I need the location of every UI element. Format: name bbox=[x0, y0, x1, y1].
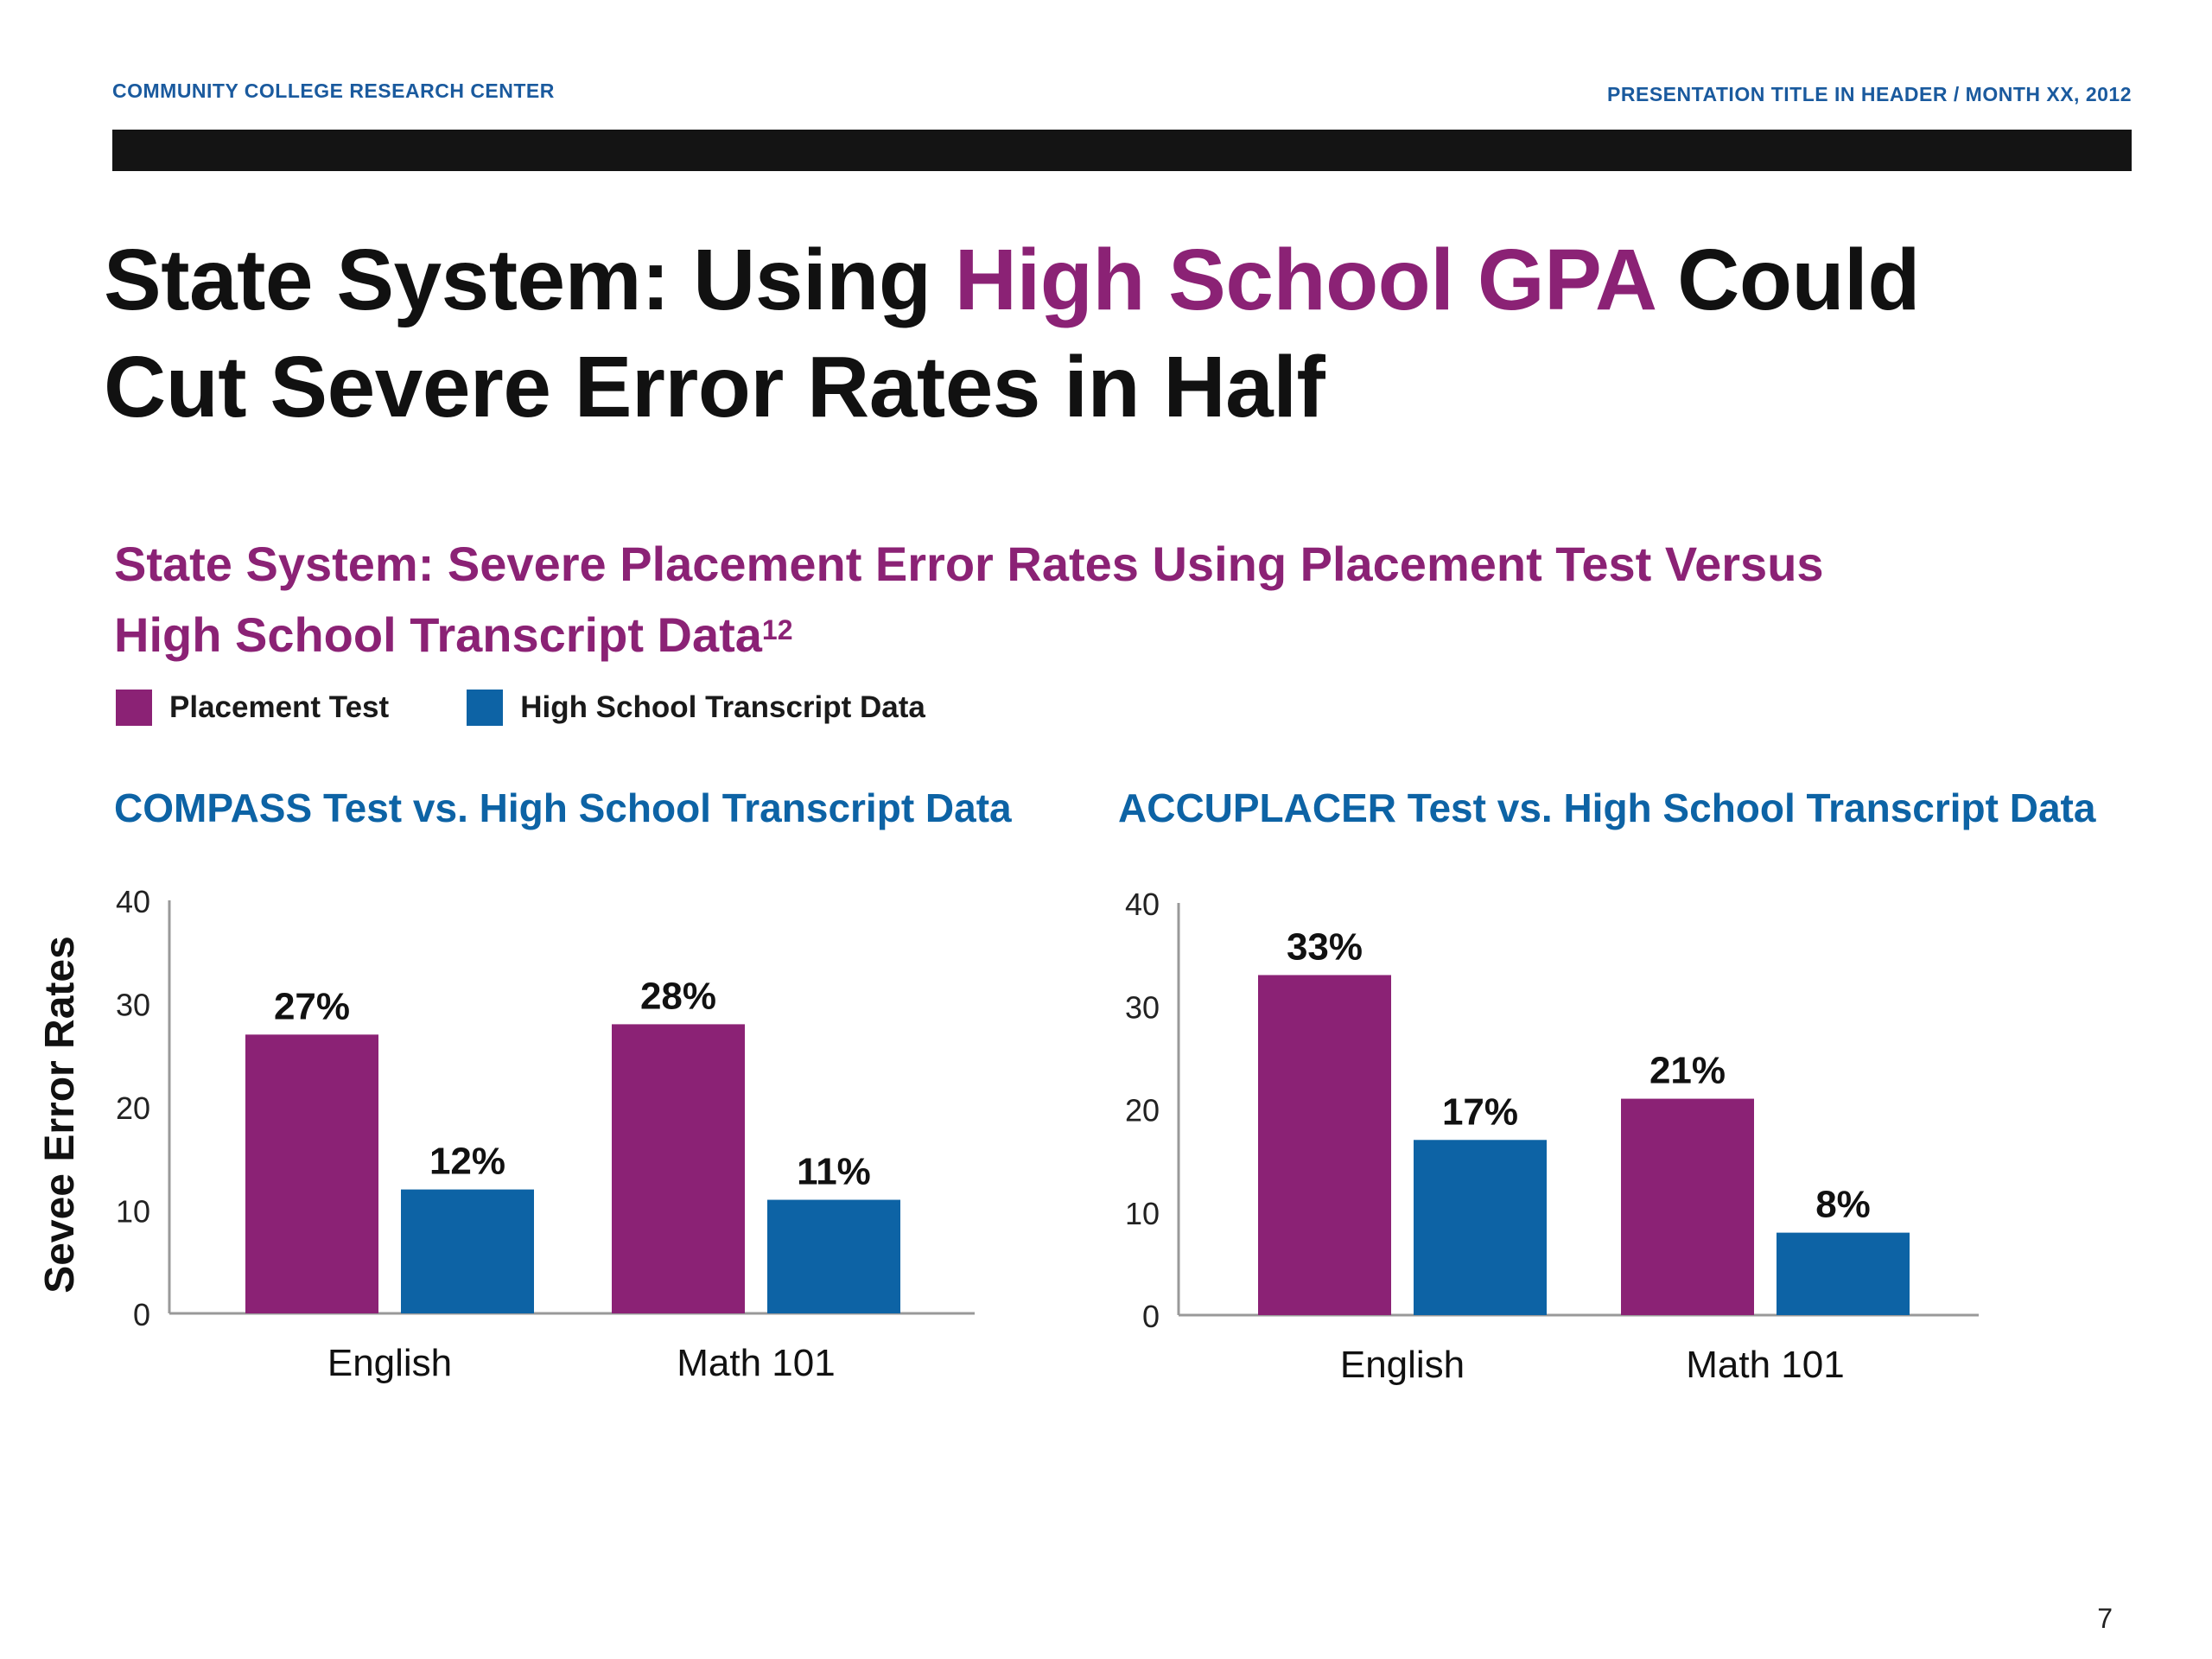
slide-title-highlight: High School GPA bbox=[954, 232, 1655, 328]
bar bbox=[767, 1199, 900, 1313]
data-label: 11% bbox=[797, 1151, 871, 1193]
data-label: 27% bbox=[274, 985, 350, 1027]
y-tick-label: 0 bbox=[133, 1297, 150, 1332]
y-tick-label: 40 bbox=[1125, 887, 1160, 922]
x-category-label: English bbox=[1340, 1344, 1465, 1386]
data-label: 33% bbox=[1287, 925, 1363, 968]
bar bbox=[612, 1024, 745, 1313]
bar bbox=[1414, 1140, 1547, 1315]
legend-item-placement-test: Placement Test bbox=[116, 690, 389, 726]
legend-label-transcript-data: High School Transcript Data bbox=[520, 690, 925, 724]
slide-title: State System: Using High School GPA Coul… bbox=[104, 226, 1920, 441]
header-org: COMMUNITY COLLEGE RESEARCH CENTER bbox=[112, 79, 555, 102]
y-tick-label: 30 bbox=[116, 988, 150, 1023]
footnote-marker: 12 bbox=[761, 614, 793, 645]
header-presentation-title: PRESENTATION TITLE IN HEADER / MONTH XX,… bbox=[1607, 83, 2132, 105]
chart-title-accuplacer: ACCUPLACER Test vs. High School Transcri… bbox=[1118, 785, 2096, 830]
slide-title-part2: Could bbox=[1653, 232, 1920, 328]
y-tick-label: 10 bbox=[1125, 1196, 1160, 1231]
legend-swatch-transcript-data bbox=[467, 690, 504, 726]
y-tick-label: 20 bbox=[116, 1090, 150, 1126]
x-category-label: Math 101 bbox=[677, 1342, 835, 1384]
y-tick-label: 40 bbox=[116, 884, 150, 919]
x-category-label: Math 101 bbox=[1686, 1344, 1844, 1386]
data-label: 21% bbox=[1649, 1050, 1726, 1092]
legend-label-placement-test: Placement Test bbox=[169, 690, 390, 724]
data-label: 28% bbox=[640, 975, 716, 1017]
chart-subtitle-line2: High School Transcript Data bbox=[114, 607, 762, 662]
y-tick-label: 20 bbox=[1125, 1093, 1160, 1128]
bar bbox=[1621, 1098, 1754, 1315]
chart-subtitle: State System: Severe Placement Error Rat… bbox=[114, 529, 1824, 671]
page-number: 7 bbox=[2097, 1603, 2113, 1634]
slide-title-line2: Cut Severe Error Rates in Half bbox=[104, 339, 1325, 435]
y-tick-label: 10 bbox=[116, 1194, 150, 1230]
y-tick-label: 0 bbox=[1142, 1299, 1160, 1334]
x-category-label: English bbox=[327, 1342, 452, 1384]
data-label: 17% bbox=[1442, 1090, 1518, 1133]
slide-title-part1: State System: Using bbox=[104, 232, 955, 328]
data-label: 8% bbox=[1815, 1184, 1871, 1226]
legend-swatch-placement-test bbox=[116, 690, 152, 726]
legend: Placement Test High School Transcript Da… bbox=[116, 690, 925, 726]
bar bbox=[245, 1034, 378, 1313]
chart-title-compass: COMPASS Test vs. High School Transcript … bbox=[114, 785, 1012, 830]
bar bbox=[1258, 975, 1391, 1315]
chart-subtitle-line1: State System: Severe Placement Error Rat… bbox=[114, 537, 1824, 591]
header-divider-bar bbox=[112, 130, 2132, 171]
bar bbox=[1777, 1232, 1910, 1315]
data-label: 12% bbox=[429, 1141, 505, 1183]
bar bbox=[401, 1189, 534, 1313]
legend-item-transcript-data: High School Transcript Data bbox=[467, 690, 925, 726]
y-tick-label: 30 bbox=[1125, 989, 1160, 1025]
